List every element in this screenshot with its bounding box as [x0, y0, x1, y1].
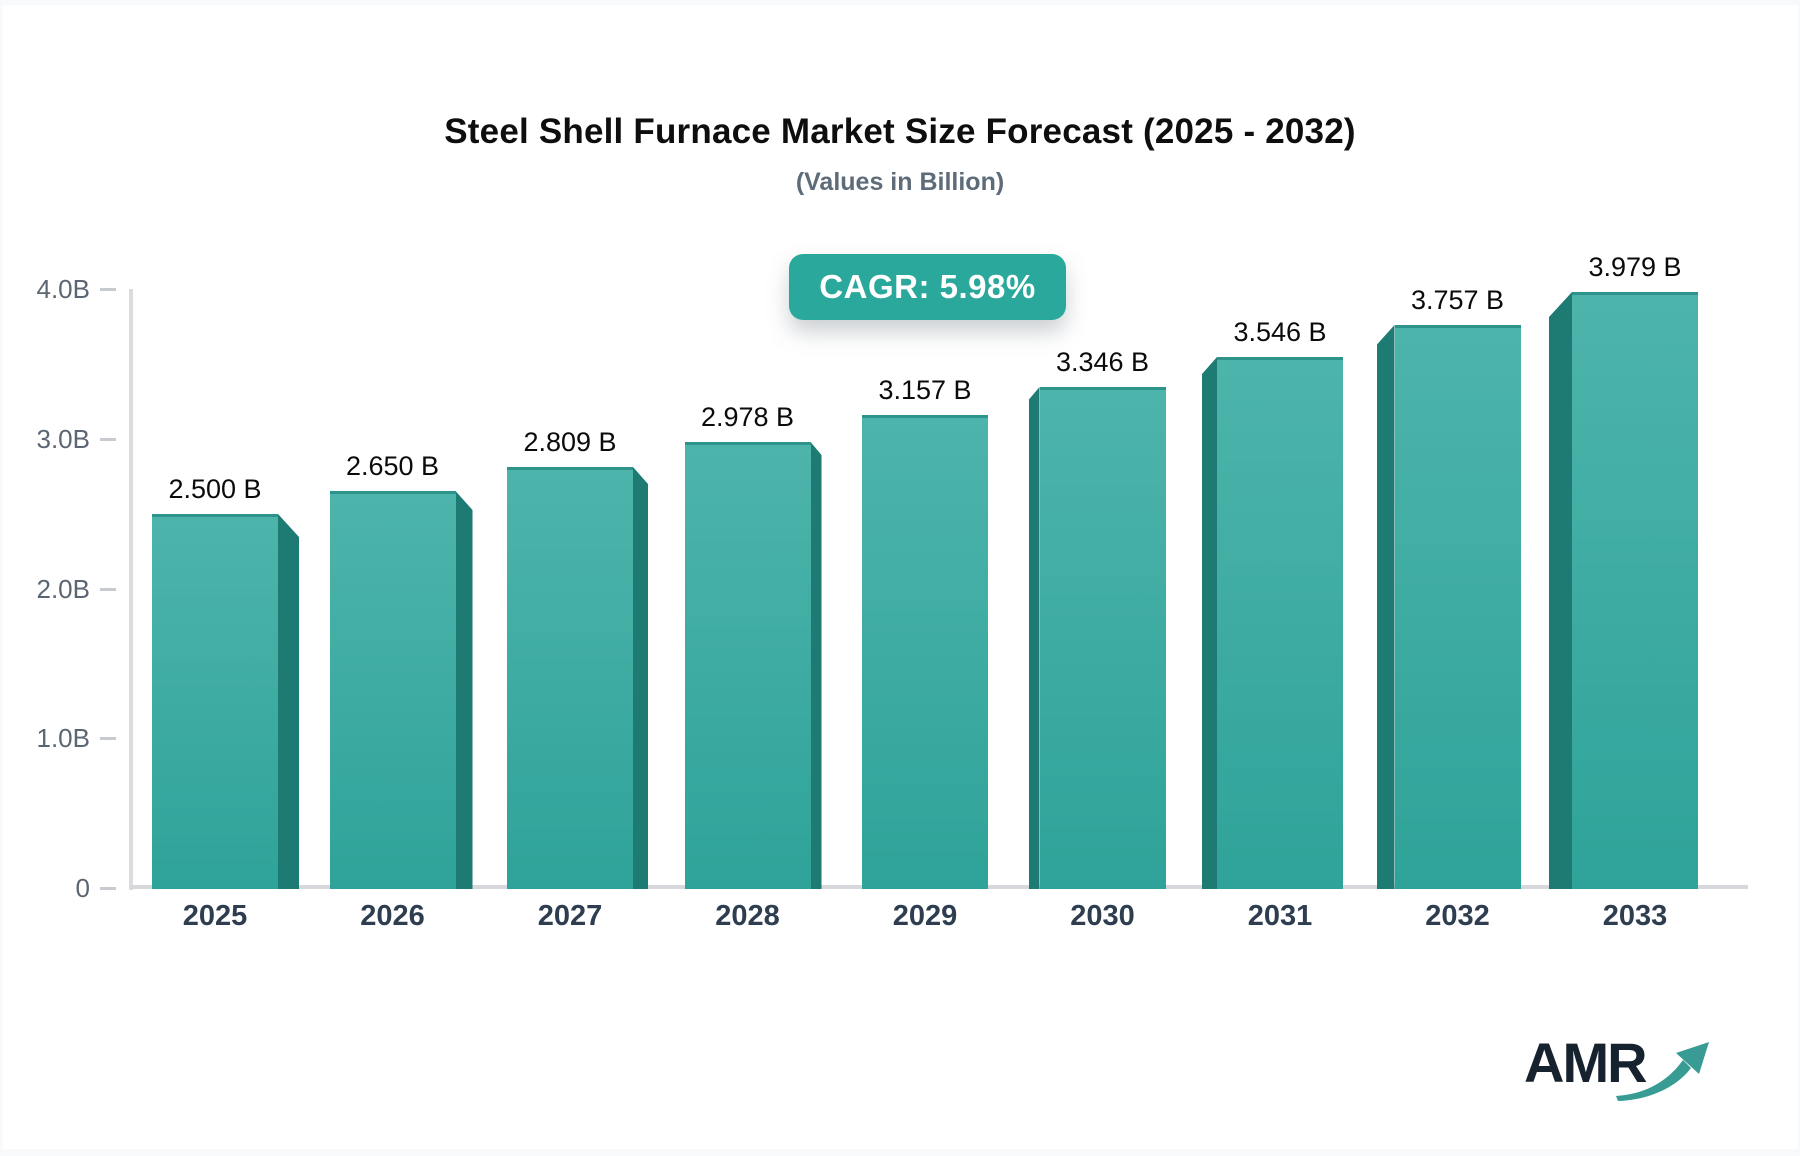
bar-value-label: 3.979 B: [1588, 252, 1682, 282]
y-axis-tick-mark: [100, 587, 116, 591]
x-axis-category-label: 2029: [892, 900, 958, 932]
bar-value-label: 2.978 B: [700, 402, 795, 432]
bar-2025[interactable]: [152, 514, 299, 889]
bar-3d-side: [1028, 387, 1040, 889]
bar-face: [1217, 357, 1343, 889]
bar-3d-side: [1376, 325, 1395, 889]
bar-value-label: 2.809 B: [523, 427, 617, 457]
bar-value-label: 3.157 B: [878, 375, 972, 405]
growth-arrow-icon: [1616, 1042, 1709, 1101]
amr-logo[interactable]: AMR: [1524, 1030, 1724, 1110]
bar-face: [329, 491, 456, 889]
bar-2027[interactable]: [507, 467, 648, 889]
bar-2026[interactable]: [329, 491, 473, 889]
chart-subtitle: (Values in Billion): [795, 168, 1005, 196]
bar-2033[interactable]: [1549, 292, 1698, 889]
bar-face: [1039, 387, 1166, 889]
bar-value-label: 2.500 B: [168, 474, 262, 504]
bar-face: [862, 415, 988, 889]
bar-2030[interactable]: [1028, 387, 1166, 889]
bar-value-label: 3.346 B: [1055, 347, 1150, 377]
bar-3d-side: [455, 491, 473, 889]
y-axis-tick-label: 1.0B: [36, 723, 91, 754]
y-axis-tick-label: 2.0B: [36, 573, 91, 604]
bar-2029[interactable]: [862, 415, 988, 889]
bar-face: [152, 514, 278, 889]
bar-face: [684, 442, 811, 889]
bar-value-label: 2.650 B: [345, 451, 440, 481]
y-axis-tick-label: 3.0B: [36, 423, 91, 454]
bar-face: [1394, 325, 1521, 889]
y-axis-tick-mark: [100, 437, 116, 441]
y-axis-line: [129, 289, 133, 890]
bar-3d-side: [278, 514, 299, 889]
bar-3d-side: [1549, 292, 1572, 889]
y-axis-tick-mark: [100, 887, 116, 890]
bar-face: [507, 467, 633, 889]
x-axis-category-label: 2026: [360, 900, 425, 932]
x-axis-category-label: 2031: [1247, 900, 1313, 932]
bar-2031[interactable]: [1202, 357, 1343, 889]
x-axis-category-label: 2027: [537, 900, 603, 932]
bar-3d-side: [633, 467, 648, 889]
x-axis-category-label: 2033: [1602, 900, 1668, 932]
bar-value-label: 3.546 B: [1233, 317, 1327, 347]
bar-3d-side: [810, 442, 822, 889]
y-axis-tick-mark: [100, 737, 116, 741]
bar-2028[interactable]: [684, 442, 822, 889]
y-axis-tick-label: 0: [75, 873, 90, 903]
bar-value-label: 3.757 B: [1410, 285, 1505, 315]
bar-2032[interactable]: [1376, 325, 1521, 889]
cagr-badge: CAGR: 5.98%: [789, 254, 1066, 320]
x-axis-category-label: 2032: [1425, 900, 1490, 932]
x-axis-category-label: 2025: [182, 900, 248, 932]
y-axis-tick-label: 4.0B: [36, 274, 91, 304]
amr-logo-text: AMR: [1524, 1031, 1648, 1094]
bar-face: [1572, 292, 1698, 889]
chart-title: Steel Shell Furnace Market Size Forecast…: [444, 112, 1356, 151]
x-axis-category-label: 2030: [1070, 900, 1135, 932]
bar-3d-side: [1202, 357, 1217, 889]
x-axis-category-label: 2028: [715, 900, 780, 932]
y-axis-tick-mark: [100, 288, 116, 291]
